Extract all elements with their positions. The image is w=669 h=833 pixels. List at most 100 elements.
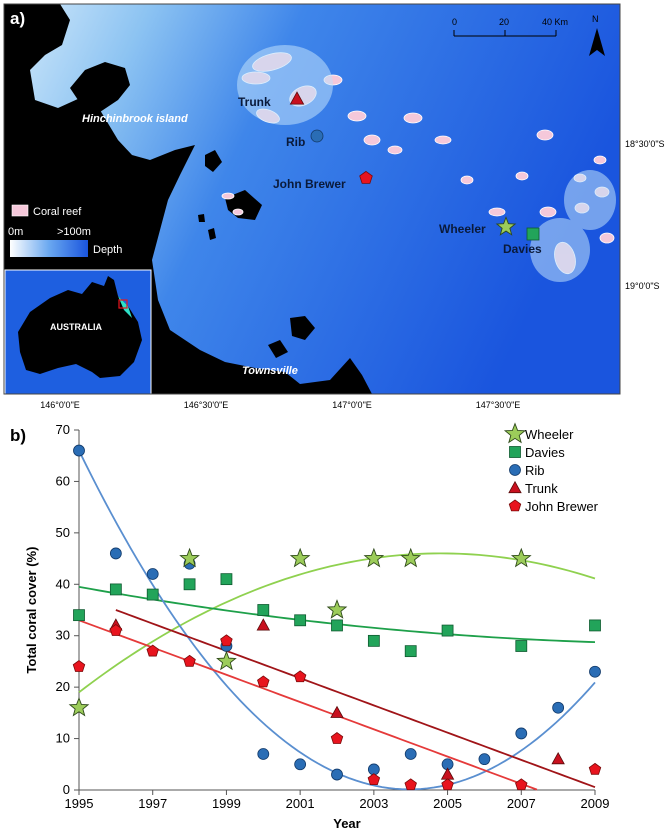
y-tick-label: 50 (56, 525, 70, 540)
trend-line-john-brewer (78, 619, 538, 791)
data-point-davies (73, 609, 85, 622)
data-point-john-brewer (588, 762, 602, 775)
scale-label-0: 0 (452, 17, 457, 27)
map-label-rib: Rib (286, 135, 305, 149)
hinchinbrook-island (70, 62, 130, 130)
data-point-davies (589, 619, 601, 632)
australia-label: AUSTRALIA (50, 322, 102, 332)
map-label-davies: Davies (503, 242, 542, 256)
svg-text:N: N (592, 14, 599, 24)
depth-max-label: >100m (57, 226, 91, 238)
data-point-rib (552, 701, 565, 714)
lon-label-147-00: 147°0'0"E (332, 400, 372, 410)
scale-label-40: 40 Km (542, 17, 568, 27)
depth-scale-bar (10, 240, 88, 257)
legend-label-john-brewer: John Brewer (525, 499, 599, 514)
x-tick-label: 1995 (65, 796, 94, 811)
australia-silhouette (18, 276, 142, 378)
y-tick-label: 60 (56, 473, 70, 488)
legend-marker-davies (509, 446, 521, 458)
data-point-wheeler (363, 547, 385, 568)
map-legend: Coral reef 0m >100m Depth (8, 204, 122, 257)
x-axis-title: Year (333, 816, 360, 831)
map-panel-label: a) (10, 9, 25, 28)
legend-marker-john-brewer (508, 499, 522, 512)
depth-min-label: 0m (8, 226, 23, 238)
data-point-trunk (256, 618, 271, 631)
x-tick-label: 2003 (359, 796, 388, 811)
y-tick-label: 0 (63, 782, 70, 797)
legend-marker-trunk (508, 480, 522, 494)
data-point-rib (257, 748, 270, 760)
data-point-john-brewer (257, 675, 270, 688)
chart-panel-label: b) (10, 426, 26, 445)
coral-reef-swatch (11, 204, 29, 217)
data-point-john-brewer (109, 624, 123, 636)
map-frame (3, 3, 621, 395)
island (208, 228, 216, 240)
map-marker-john-brewer (359, 170, 373, 184)
lat-label-18-30: 18°30'0"S (625, 139, 665, 149)
data-point-john-brewer (515, 778, 528, 791)
data-point-wheeler (326, 599, 348, 619)
data-point-trunk (330, 705, 344, 718)
data-point-john-brewer (72, 660, 86, 672)
legend-label-davies: Davies (525, 445, 565, 460)
inset-map: AUSTRALIA (4, 269, 152, 395)
lon-label-146-30: 146°30'0"E (184, 400, 229, 410)
data-point-john-brewer (330, 732, 344, 744)
y-tick-label: 20 (56, 679, 70, 694)
x-tick-label: 2009 (581, 796, 610, 811)
data-point-rib (109, 547, 122, 560)
data-point-davies (441, 624, 454, 637)
x-tick-label: 2001 (286, 796, 315, 811)
data-point-rib (73, 444, 85, 457)
data-point-davies (404, 645, 417, 658)
reef-shallows (237, 45, 616, 282)
data-point-john-brewer (367, 773, 381, 786)
map-label-john-brewer: John Brewer (273, 177, 346, 191)
trend-line-trunk (115, 609, 596, 789)
map-marker-davies (526, 227, 540, 241)
map-label-wheeler: Wheeler (439, 222, 486, 236)
legend-marker-rib (509, 464, 521, 476)
data-point-wheeler (68, 696, 90, 717)
townsville-label: Townsville (242, 365, 298, 377)
data-point-davies (331, 619, 343, 632)
study-area-box (118, 299, 128, 309)
legend-label-rib: Rib (525, 463, 545, 478)
data-point-rib (589, 665, 601, 678)
data-point-rib (404, 748, 417, 760)
legend-label-trunk: Trunk (525, 481, 558, 496)
data-point-john-brewer (220, 634, 233, 647)
chart-panel: b) 1995 1997 1999 2001 2003 2005 2007 2009 0 10 20… (10, 422, 609, 831)
data-point-john-brewer (441, 778, 454, 791)
data-point-rib (146, 568, 159, 580)
map-marker-rib (310, 129, 324, 143)
map-label-trunk: Trunk (238, 95, 271, 109)
island (205, 150, 222, 172)
x-tick-label: 1997 (138, 796, 167, 811)
data-point-davies (515, 640, 528, 652)
data-point-john-brewer (146, 644, 159, 657)
lon-label-147-30: 147°30'0"E (476, 400, 521, 410)
data-point-wheeler (510, 547, 532, 568)
x-tick-label: 1999 (212, 796, 241, 811)
island (198, 214, 205, 222)
x-tick-label: 2007 (507, 796, 536, 811)
scale-bar: 0 20 40 Km (452, 17, 568, 37)
data-point-davies (183, 578, 196, 591)
data-point-john-brewer (404, 778, 417, 791)
data-point-wheeler (216, 650, 237, 671)
island (268, 340, 288, 358)
hinchinbrook-label: Hinchinbrook island (82, 113, 188, 125)
data-point-wheeler (289, 547, 311, 568)
data-point-trunk (440, 767, 455, 780)
data-point-wheeler (179, 547, 200, 568)
data-point-rib (294, 758, 307, 771)
data-point-davies (109, 583, 122, 596)
y-tick-label: 40 (56, 576, 70, 591)
scale-label-20: 20 (499, 17, 509, 27)
data-point-davies (257, 604, 270, 616)
map-marker-wheeler (495, 216, 517, 236)
